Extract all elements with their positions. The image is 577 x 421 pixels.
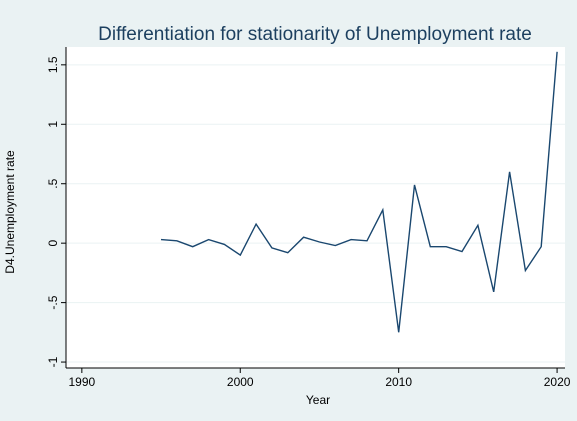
series-layer (160, 51, 558, 333)
y-tick-label: 0 (46, 240, 60, 247)
y-tick-label: .5 (46, 178, 60, 188)
y-tick-label: 1 (46, 121, 60, 128)
axes: -1 -.5 0 .5 1 1.5 1990 2000 2010 2020 (46, 47, 571, 389)
chart-title: Differentiation for stationarity of Unem… (98, 24, 532, 45)
plot-area (66, 47, 565, 368)
y-axis-label: D4.Unemployment rate (3, 150, 17, 274)
y-tick-label: -.5 (46, 295, 60, 309)
x-tick-label: 2000 (227, 375, 254, 389)
series-line (160, 51, 558, 333)
gridlines (66, 64, 565, 363)
x-tick-label: 1990 (68, 375, 95, 389)
y-tick-label: -1 (46, 356, 60, 367)
x-axis-label: Year (306, 393, 330, 407)
y-tick-label: 1.5 (46, 56, 60, 73)
x-tick-label: 2020 (544, 375, 571, 389)
x-tick-label: 2010 (385, 375, 412, 389)
